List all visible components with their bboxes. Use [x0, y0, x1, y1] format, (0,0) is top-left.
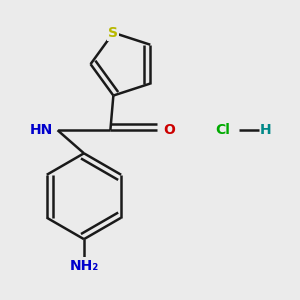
Text: S: S: [108, 26, 118, 40]
Text: Cl: Cl: [215, 123, 230, 137]
Text: NH₂: NH₂: [69, 259, 99, 273]
Text: HN: HN: [29, 123, 52, 137]
Text: O: O: [163, 123, 175, 137]
Text: H: H: [260, 123, 272, 137]
